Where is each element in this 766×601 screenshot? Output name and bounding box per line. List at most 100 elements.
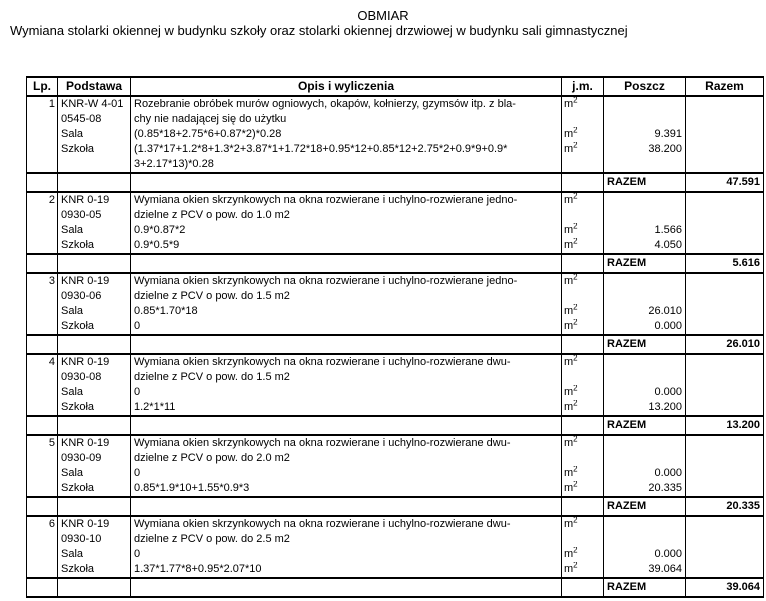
razem-value: 13.200 (685, 415, 764, 436)
unit-cell (561, 415, 604, 436)
opis-cell: 0.85*1.9*10+1.55*0.9*3 (130, 481, 562, 497)
unit-cell: m2 (561, 96, 604, 112)
razem-cell (685, 400, 764, 416)
opis-cell: dzielne z PCV o pow. do 1.0 m2 (130, 208, 562, 223)
podstawa-cell (57, 496, 131, 517)
razem-value: 5.616 (685, 253, 764, 274)
podstawa-cell: KNR-W 4-01 (57, 96, 131, 112)
razem-label: RAZEM (603, 415, 686, 436)
opis-cell: Wymiana okien skrzynkowych na okna rozwi… (130, 192, 562, 208)
razem-label: RAZEM (603, 253, 686, 274)
podstawa-cell (57, 253, 131, 274)
podstawa-cell (57, 415, 131, 436)
unit-cell: m2 (561, 223, 604, 238)
opis-cell: (1.37*17+1.2*8+1.3*2+3.87*1+1.72*18+0.95… (130, 142, 562, 157)
table-row: Szkoła 0 m2 0.000 (26, 319, 764, 335)
razem-cell (685, 157, 764, 173)
unit-cell (561, 532, 604, 547)
podstawa-cell: KNR 0-19 (57, 516, 131, 532)
unit-cell (561, 289, 604, 304)
poszcz-cell (603, 192, 686, 208)
podstawa-cell: KNR 0-19 (57, 435, 131, 451)
unit-cell: m2 (561, 192, 604, 208)
lp-cell: 3 (26, 273, 58, 289)
opis-cell (130, 577, 562, 598)
opis-cell: dzielne z PCV o pow. do 1.5 m2 (130, 289, 562, 304)
razem-value: 39.064 (685, 577, 764, 598)
razem-cell (685, 238, 764, 254)
poszcz-cell (603, 370, 686, 385)
podstawa-cell: Szkoła (57, 142, 131, 157)
lp-cell: 6 (26, 516, 58, 532)
table-row: 3 KNR 0-19 Wymiana okien skrzynkowych na o… (26, 273, 764, 289)
razem-cell (685, 192, 764, 208)
poszcz-cell (603, 354, 686, 370)
section-1: 1 KNR-W 4-01 Rozebranie obróbek murów ogni… (26, 96, 764, 193)
table-row: 0930-06 dzielne z PCV o pow. do 1.5 m2 (26, 289, 764, 304)
lp-cell (26, 400, 58, 416)
opis-cell (130, 253, 562, 274)
poszcz-cell: 0.000 (603, 385, 686, 400)
lp-cell (26, 481, 58, 497)
razem-label: RAZEM (603, 334, 686, 355)
table-row: 1 KNR-W 4-01 Rozebranie obróbek murów ogni… (26, 96, 764, 112)
podstawa-cell: Szkoła (57, 319, 131, 335)
lp-cell (26, 208, 58, 223)
razem-cell (685, 532, 764, 547)
opis-cell: Rozebranie obróbek murów ogniowych, okap… (130, 96, 562, 112)
poszcz-cell (603, 451, 686, 466)
opis-cell: Wymiana okien skrzynkowych na okna rozwi… (130, 354, 562, 370)
header-opis: Opis i wyliczenia (130, 76, 562, 97)
opis-cell: 0 (130, 547, 562, 562)
razem-cell (685, 451, 764, 466)
lp-cell (26, 157, 58, 173)
lp-cell (26, 319, 58, 335)
lp-cell: 5 (26, 435, 58, 451)
obmiar-table: Lp. Podstawa Opis i wyliczenia j.m. Poszcz Ra… (26, 76, 764, 598)
opis-cell (130, 415, 562, 436)
unit-cell (561, 577, 604, 598)
poszcz-cell (603, 273, 686, 289)
podstawa-cell: Szkoła (57, 400, 131, 416)
section-5: 5 KNR 0-19 Wymiana okien skrzynkowych na o… (26, 435, 764, 517)
section-6: 6 KNR 0-19 Wymiana okien skrzynkowych na o… (26, 516, 764, 598)
poszcz-cell (603, 96, 686, 112)
summary-row: RAZEM 13.200 (26, 415, 764, 436)
lp-cell (26, 415, 58, 436)
lp-cell (26, 112, 58, 127)
summary-row: RAZEM 39.064 (26, 577, 764, 598)
table-row: 0545-08 chy nie nadającej się do użytku (26, 112, 764, 127)
opis-cell: 0 (130, 466, 562, 481)
poszcz-cell (603, 112, 686, 127)
poszcz-cell (603, 532, 686, 547)
podstawa-cell: KNR 0-19 (57, 273, 131, 289)
unit-cell: m2 (561, 127, 604, 142)
opis-cell: 0 (130, 319, 562, 335)
opis-cell: dzielne z PCV o pow. do 2.0 m2 (130, 451, 562, 466)
poszcz-cell: 13.200 (603, 400, 686, 416)
table-row: Szkoła 0.85*1.9*10+1.55*0.9*3 m2 20.335 (26, 481, 764, 497)
opis-cell: 0.9*0.5*9 (130, 238, 562, 254)
podstawa-cell: Szkoła (57, 238, 131, 254)
opis-cell: 0 (130, 385, 562, 400)
razem-cell (685, 96, 764, 112)
podstawa-cell: KNR 0-19 (57, 192, 131, 208)
table-row: Sala 0 m2 0.000 (26, 547, 764, 562)
poszcz-cell (603, 516, 686, 532)
lp-cell (26, 172, 58, 193)
poszcz-cell: 4.050 (603, 238, 686, 254)
poszcz-cell: 39.064 (603, 562, 686, 578)
podstawa-cell: 0930-05 (57, 208, 131, 223)
opis-cell (130, 172, 562, 193)
razem-cell (685, 127, 764, 142)
unit-cell (561, 112, 604, 127)
unit-cell (561, 496, 604, 517)
lp-cell (26, 304, 58, 319)
unit-cell: m2 (561, 238, 604, 254)
table-row: 0930-09 dzielne z PCV o pow. do 2.0 m2 (26, 451, 764, 466)
unit-cell (561, 253, 604, 274)
table-row: 3+2.17*13)*0.28 (26, 157, 764, 173)
razem-cell (685, 208, 764, 223)
lp-cell (26, 532, 58, 547)
razem-cell (685, 370, 764, 385)
